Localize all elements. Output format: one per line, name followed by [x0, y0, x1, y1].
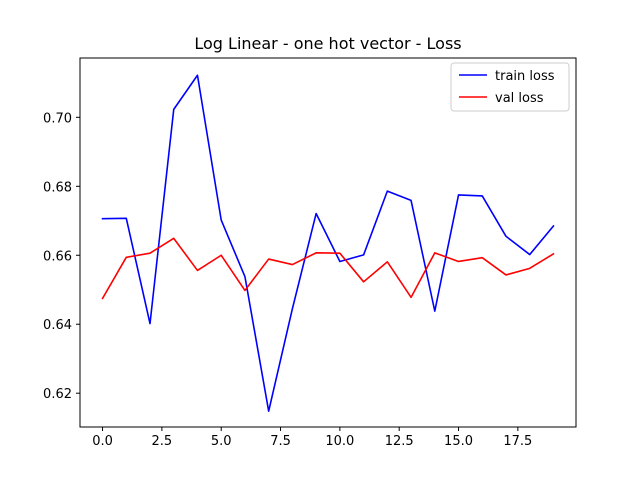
axes-background — [80, 58, 576, 427]
y-axis: 0.62 0.64 0.66 0.68 0.70 — [43, 111, 80, 402]
chart-title: Log Linear - one hot vector - Loss — [194, 34, 461, 53]
x-tick-label: 2.5 — [152, 434, 173, 449]
axes-frame — [79, 57, 577, 428]
x-tick-label: 5.0 — [211, 434, 232, 449]
x-tick-label: 10.0 — [325, 434, 354, 449]
x-tick-label: 15.0 — [444, 434, 473, 449]
x-tick-label: 0.0 — [92, 434, 113, 449]
plot-area — [80, 58, 576, 427]
y-tick-label: 0.68 — [43, 180, 72, 195]
legend-label: val loss — [495, 91, 544, 106]
series-layer — [101, 74, 555, 412]
y-tick-label: 0.62 — [43, 387, 72, 402]
x-tick-label: 17.5 — [503, 434, 532, 449]
x-axis: 0.0 2.5 5.0 7.5 10.0 12.5 15.0 17.5 — [92, 427, 532, 449]
legend-label: train loss — [495, 69, 555, 84]
y-tick-label: 0.64 — [43, 318, 72, 333]
y-tick-label: 0.66 — [43, 249, 72, 264]
x-tick-label: 7.5 — [270, 434, 291, 449]
series-line-val-loss — [101, 237, 555, 300]
x-tick-label: 12.5 — [385, 434, 414, 449]
y-tick-label: 0.70 — [43, 111, 72, 126]
series-line-train-loss — [101, 74, 555, 412]
legend: train loss val loss — [450, 62, 570, 112]
